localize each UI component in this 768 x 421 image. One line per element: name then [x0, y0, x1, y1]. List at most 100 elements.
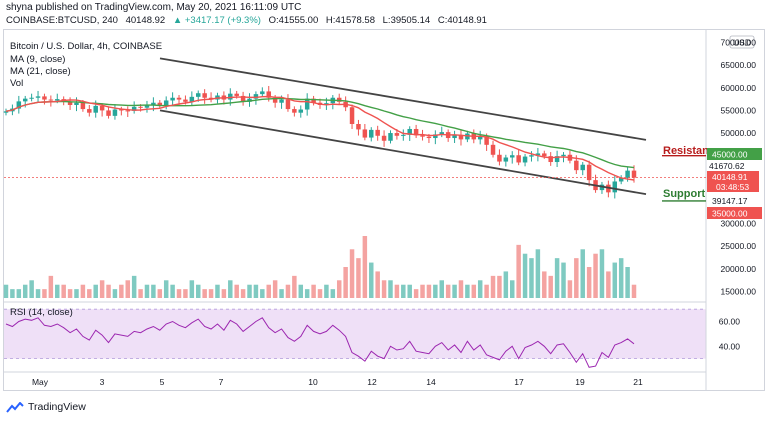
- candle-body: [369, 129, 374, 138]
- candle-body: [375, 129, 380, 136]
- volume-bar: [272, 280, 278, 298]
- volume-bar: [42, 289, 47, 298]
- volume-bar: [3, 284, 9, 298]
- tradingview-footer[interactable]: TradingView: [6, 401, 86, 413]
- candle-body: [176, 97, 182, 100]
- price-tick-label: 60000.00: [721, 83, 757, 93]
- volume-bar: [599, 249, 605, 298]
- time-tick-label: 17: [514, 377, 524, 387]
- candle-body: [157, 102, 163, 106]
- candle-body: [349, 107, 355, 124]
- candle-body: [586, 164, 592, 181]
- price-axis-ticks: 70000.00 65000.00 60000.00 55000.00 50000.00…: [721, 38, 757, 297]
- volume-bar: [240, 289, 246, 298]
- last-price: 40148.92: [125, 15, 166, 26]
- candle-body: [106, 110, 111, 116]
- volume-bar: [426, 284, 432, 298]
- time-tick-label: 5: [160, 377, 165, 387]
- close-value: C:40148.91: [437, 15, 487, 26]
- countdown-tag-value: 03:48:53: [716, 182, 749, 192]
- candle-body: [433, 134, 438, 139]
- volume-bar: [535, 249, 541, 298]
- time-tick-label: 14: [426, 377, 436, 387]
- candle-body: [612, 181, 618, 193]
- volume-bar: [586, 267, 592, 298]
- support-tag: [707, 207, 762, 219]
- volume-bar: [388, 280, 393, 298]
- candle-body: [266, 91, 271, 98]
- legend-ma21: MA (21, close): [10, 66, 71, 77]
- currency-box[interactable]: [729, 35, 755, 49]
- volume-bar: [593, 253, 598, 298]
- candle-body: [477, 136, 483, 140]
- volume-bar: [465, 284, 470, 298]
- candle-body: [484, 136, 489, 145]
- tradingview-logo-icon: [6, 401, 24, 413]
- volume-bar: [131, 275, 137, 298]
- volume-bar: [119, 284, 124, 298]
- volume-bar: [266, 284, 271, 298]
- volume-bar: [22, 284, 28, 298]
- legend-ma9: MA (9, close): [10, 54, 65, 65]
- candle-body: [420, 135, 425, 137]
- price-tag-p4-bg: [707, 195, 759, 206]
- candle-body: [574, 160, 579, 171]
- volume-bar: [336, 280, 342, 298]
- candle-body: [138, 106, 143, 108]
- candle-body: [336, 97, 342, 102]
- price-tag-p4: 39147.17: [712, 196, 748, 206]
- volume-bar: [439, 280, 444, 298]
- publisher-line: shyna published on TradingView.com, May …: [6, 2, 301, 13]
- price-tick-label: 55000.00: [721, 105, 757, 115]
- publisher-text: shyna published on TradingView.com, May …: [6, 2, 302, 13]
- volume-bar: [330, 289, 336, 298]
- volume-bar: [221, 289, 227, 298]
- volume-bar: [234, 284, 239, 298]
- resistance-tag: [707, 148, 762, 160]
- volume-bar: [394, 284, 400, 298]
- volume-bar: [16, 289, 22, 298]
- candle-body: [183, 99, 188, 102]
- volume-bar: [503, 271, 509, 298]
- volume-bar: [580, 249, 585, 298]
- volume-bar: [401, 284, 406, 298]
- volume-bar: [151, 284, 156, 298]
- time-tick-label: 3: [100, 377, 105, 387]
- volume-bar: [10, 289, 15, 298]
- price-tag-p1-bg: [707, 160, 737, 171]
- volume-bar: [317, 289, 323, 298]
- candle-body: [407, 128, 412, 135]
- candle-body: [22, 98, 28, 102]
- volume-bar: [215, 284, 220, 298]
- volume-bar: [228, 280, 233, 298]
- volume-bar: [67, 289, 73, 298]
- candle-body: [202, 93, 207, 98]
- volume-bar: [80, 284, 86, 298]
- candle-body: [247, 98, 252, 102]
- time-axis-ticks: May 3 5 7 10 12 14 17 19 21: [32, 377, 643, 387]
- volume-bar: [74, 289, 79, 298]
- candle-body: [29, 97, 34, 99]
- volume-bar: [170, 284, 175, 298]
- candle-body: [516, 155, 521, 163]
- candle-body: [311, 98, 316, 103]
- candle-body: [426, 136, 432, 139]
- volume-bar: [548, 275, 553, 298]
- candle-body: [285, 99, 291, 110]
- currency-label[interactable]: USD: [733, 38, 751, 48]
- channel-lower-line: [159, 109, 647, 196]
- volume-bar: [99, 280, 105, 298]
- candle-body: [356, 124, 361, 130]
- candle-body: [413, 128, 419, 136]
- volume-bar: [304, 289, 310, 298]
- volume-bar: [35, 289, 41, 298]
- volume-bar: [381, 280, 387, 298]
- candle-body: [490, 144, 496, 155]
- candle-body: [42, 96, 47, 100]
- candle-body: [74, 102, 79, 105]
- candle-body: [151, 102, 156, 105]
- candle-body: [298, 109, 304, 113]
- support-label: Support: [663, 188, 705, 200]
- candle-body: [48, 99, 54, 101]
